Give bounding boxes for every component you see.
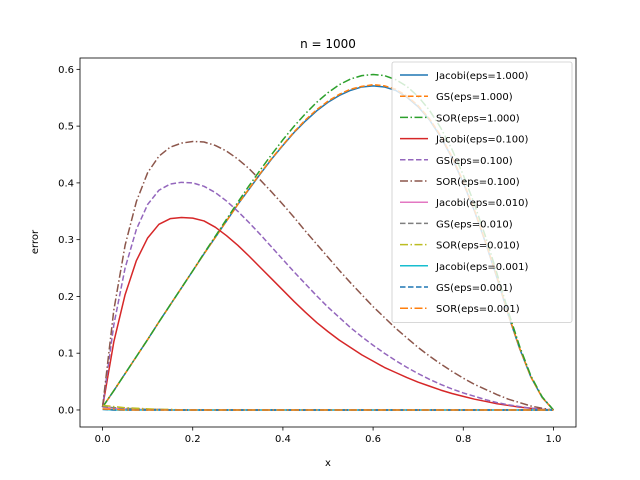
legend-label: Jacobi(eps=1.000) xyxy=(435,71,528,82)
legend-label: SOR(eps=0.100) xyxy=(436,177,520,188)
legend: Jacobi(eps=1.000) GS(eps=1.000) SOR(eps=1.… xyxy=(391,61,573,323)
x-tick-label: 0.2 xyxy=(185,434,201,445)
x-axis-ticks: 0.0 0.2 0.4 0.6 0.8 1.0 xyxy=(95,427,562,445)
legend-label: Jacobi(eps=0.010) xyxy=(435,198,528,209)
legend-label: GS(eps=0.001) xyxy=(436,283,513,294)
y-tick-label: 0.2 xyxy=(58,292,74,303)
x-tick-label: 1.0 xyxy=(546,434,562,445)
legend-label: GS(eps=1.000) xyxy=(436,92,513,103)
series-line-12 xyxy=(102,408,554,411)
y-tick-label: 0.1 xyxy=(58,349,74,360)
legend-box xyxy=(391,61,573,323)
x-axis-label: x xyxy=(325,458,331,469)
y-tick-label: 0.0 xyxy=(58,405,74,416)
legend-label: GS(eps=0.010) xyxy=(436,219,513,230)
legend-label: GS(eps=0.100) xyxy=(436,156,513,167)
series-line-6 xyxy=(101,140,554,411)
x-tick-label: 0.8 xyxy=(455,434,471,445)
legend-label: SOR(eps=0.001) xyxy=(436,304,520,315)
y-axis-label: error xyxy=(30,229,41,254)
x-tick-label: 0.6 xyxy=(365,434,381,445)
chart-title: n = 1000 xyxy=(300,37,356,51)
series-line-3 xyxy=(101,73,555,411)
y-tick-label: 0.6 xyxy=(58,65,74,76)
legend-label: SOR(eps=1.000) xyxy=(436,113,520,124)
y-axis-ticks: 0.0 0.1 0.2 0.3 0.4 0.5 0.6 xyxy=(58,65,80,416)
series-line-4 xyxy=(101,216,554,411)
legend-label: Jacobi(eps=0.001) xyxy=(435,262,528,273)
legend-label: SOR(eps=0.010) xyxy=(436,241,520,252)
series-line-5 xyxy=(101,181,554,411)
plot-frame xyxy=(79,57,577,428)
y-tick-label: 0.5 xyxy=(58,122,74,133)
y-tick-label: 0.3 xyxy=(58,235,74,246)
x-tick-label: 0.0 xyxy=(95,434,111,445)
series-layer xyxy=(101,73,555,411)
x-tick-label: 0.4 xyxy=(275,434,291,445)
y-tick-label: 0.4 xyxy=(58,178,74,189)
legend-label: Jacobi(eps=0.100) xyxy=(435,135,528,146)
